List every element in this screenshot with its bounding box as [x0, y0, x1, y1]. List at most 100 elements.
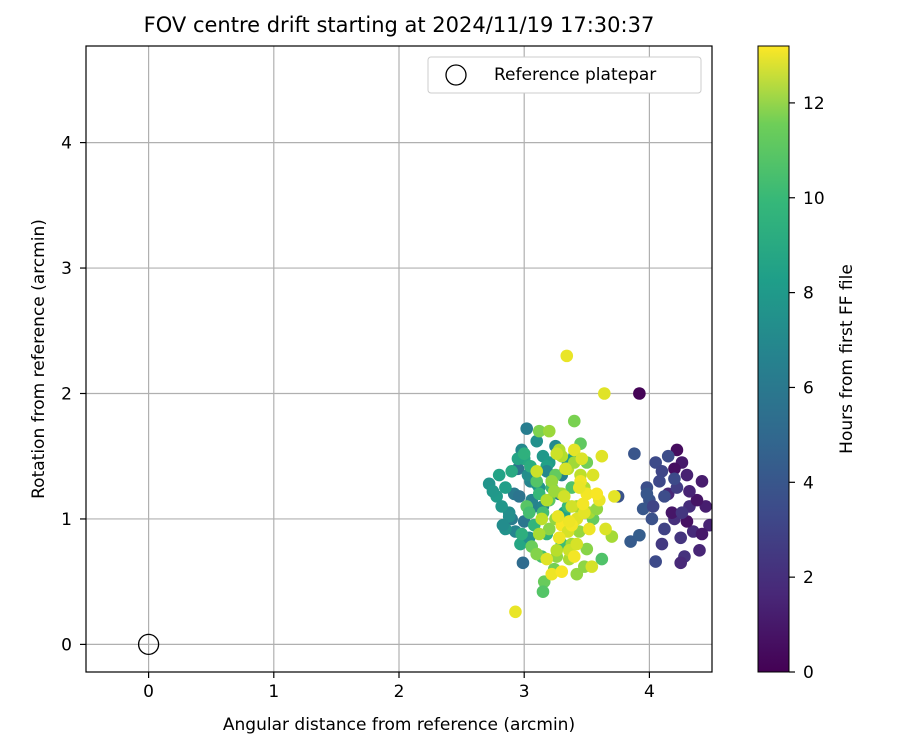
colorbar-gradient: [757, 45, 790, 673]
scatter-point: [599, 522, 612, 536]
y-tick-label: 4: [61, 134, 72, 154]
scatter-point: [512, 490, 526, 503]
scatter-point: [542, 522, 556, 536]
scatter-point: [595, 552, 609, 566]
scatter-point: [551, 510, 565, 523]
scatter-point: [633, 528, 646, 542]
scatter-point: [668, 472, 681, 486]
scatter-point: [517, 447, 531, 461]
scatter-point: [703, 518, 712, 532]
scatter-point: [562, 515, 576, 528]
scatter-point: [655, 464, 669, 478]
colorbar-ticks: 0 2 4 6 8 10 12: [789, 94, 825, 683]
scatter-point: [598, 387, 611, 400]
scatter-point: [535, 512, 549, 526]
scatter-point: [608, 490, 621, 503]
scatter-points: [482, 349, 712, 619]
scatter-point: [624, 535, 637, 548]
scatter-point: [565, 500, 579, 513]
scatter-point: [532, 424, 546, 438]
scatter-point: [495, 500, 508, 513]
scatter-point: [658, 490, 671, 503]
scatter-point: [505, 464, 518, 478]
y-tick-label: 3: [61, 259, 72, 279]
scatter-point: [509, 605, 522, 619]
scatter-point: [646, 500, 660, 513]
scatter-point: [665, 506, 679, 519]
scatter-point: [570, 537, 584, 551]
scatter-point: [680, 468, 694, 482]
scatter-point: [530, 547, 544, 561]
colorbar-tick-label: 10: [803, 189, 825, 209]
scatter-point: [520, 422, 534, 435]
scatter-point: [653, 475, 666, 488]
scatter-point: [530, 434, 544, 448]
scatter-point: [675, 506, 689, 519]
scatter-point: [502, 510, 516, 523]
legend-entry-label: Reference platepar: [494, 65, 656, 85]
y-tick-label: 2: [61, 384, 72, 404]
scatter-point: [540, 493, 554, 507]
colorbar: 0 2 4 6 8 10 12 Hours from first FF file: [757, 45, 857, 683]
scatter-point: [693, 544, 706, 557]
scatter-point: [668, 462, 681, 476]
x-tick-label: 1: [268, 682, 279, 702]
scatter-point: [486, 485, 500, 498]
reference-platepar-marker: [137, 633, 160, 656]
colorbar-tick-label: 0: [803, 663, 814, 683]
x-tick-label: 2: [394, 682, 405, 702]
scatter-point: [567, 443, 581, 457]
scatter-point: [670, 443, 684, 457]
scatter-point: [628, 447, 641, 461]
colorbar-tick-label: 12: [803, 94, 825, 114]
scatter-point: [649, 456, 662, 469]
x-tick-label: 4: [644, 682, 655, 702]
scatter-point: [559, 462, 572, 476]
scatter-point: [545, 567, 559, 581]
scatter-point: [555, 565, 569, 578]
x-tick-label: 0: [143, 682, 154, 702]
scatter-point: [499, 481, 512, 494]
y-axis-label: Rotation from reference (arcmin): [29, 219, 49, 499]
colorbar-tick-label: 6: [803, 378, 814, 398]
scatter-point: [640, 487, 654, 501]
legend-box: [427, 56, 702, 94]
scatter-point: [655, 537, 669, 551]
scatter-point: [658, 522, 671, 536]
scatter-point: [661, 449, 675, 463]
scatter-point: [699, 500, 712, 513]
scatter-point: [542, 424, 556, 438]
scatter-point: [550, 447, 564, 461]
scatter-point: [633, 387, 646, 400]
scatter-point: [674, 556, 687, 570]
scatter-point: [567, 550, 581, 563]
scatter-point: [557, 490, 571, 503]
scatter-point: [567, 414, 581, 428]
scatter-point: [572, 481, 586, 494]
scatter-point: [530, 464, 544, 478]
scatter-point: [695, 527, 709, 541]
reference-marker-group: [137, 633, 160, 656]
scatter-point: [649, 555, 662, 568]
scatter-point: [690, 493, 704, 507]
y-axis-ticks: 0 1 2 3 4: [61, 134, 86, 655]
scatter-point: [522, 506, 536, 519]
scatter-point: [585, 560, 599, 573]
scatter-point: [683, 485, 696, 498]
colorbar-tick-label: 8: [803, 284, 814, 304]
scatter-point: [514, 537, 527, 551]
x-axis-ticks: 0 1 2 3 4: [143, 672, 655, 702]
x-tick-label: 3: [519, 682, 530, 702]
scatter-point: [695, 475, 709, 488]
scatter-point: [545, 475, 559, 488]
scatter-point: [575, 452, 589, 466]
scatter-point: [547, 485, 561, 498]
scatter-point: [540, 552, 554, 566]
scatter-point: [583, 522, 596, 536]
scatter-point: [516, 556, 530, 570]
scatter-point: [580, 542, 594, 556]
scatter-point: [552, 531, 566, 545]
scatter-point: [550, 544, 564, 557]
legend-open-circle-marker: [445, 64, 467, 86]
y-tick-label: 0: [61, 635, 72, 655]
